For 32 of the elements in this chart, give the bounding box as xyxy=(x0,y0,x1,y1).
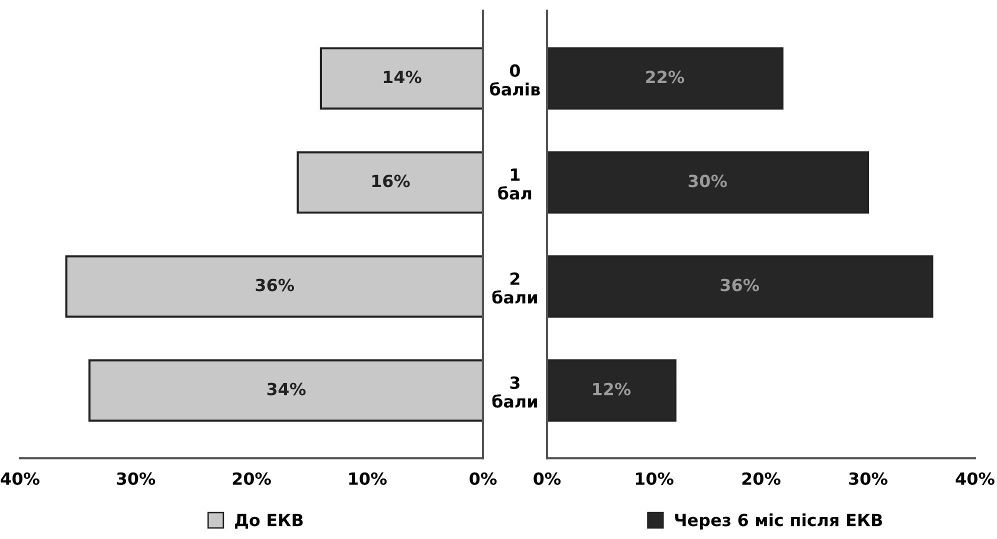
bar xyxy=(88,359,483,422)
bar xyxy=(547,359,676,422)
x-tick-label: 20% xyxy=(742,472,780,485)
x-tick-label: 10% xyxy=(636,472,674,485)
legend-label: До ЕКВ xyxy=(235,514,303,529)
data-label: 14% xyxy=(384,70,422,84)
data-label: 22% xyxy=(646,70,684,84)
bar xyxy=(65,255,483,318)
y-tick-label: 1 бал xyxy=(498,168,532,200)
data-label: 30% xyxy=(688,174,727,188)
y-tick-label: 0 балів xyxy=(490,64,540,96)
x-tick-label: 0% xyxy=(470,472,497,485)
data-label: 12% xyxy=(593,382,631,396)
y-tick-label: 3 бали xyxy=(492,376,537,408)
data-label: 36% xyxy=(256,278,294,292)
x-tick-label: 30% xyxy=(116,472,156,485)
bar xyxy=(296,151,483,214)
data-label: 16% xyxy=(372,174,410,188)
legend-label: Через 6 міс після ЕКВ xyxy=(675,513,882,530)
x-tick-label: 40% xyxy=(0,472,40,485)
bar xyxy=(547,255,934,318)
data-label: 34% xyxy=(267,382,306,396)
bar xyxy=(320,47,483,110)
bar xyxy=(547,47,784,110)
bar xyxy=(547,151,870,214)
x-tick-label: 0% xyxy=(534,472,561,485)
x-tick-label: 40% xyxy=(956,472,994,485)
x-tick-label: 20% xyxy=(232,472,271,485)
data-label: 36% xyxy=(720,278,760,292)
x-tick-label: 10% xyxy=(349,472,387,485)
x-tick-label: 30% xyxy=(849,472,888,485)
y-tick-label: 2 бали xyxy=(492,272,537,304)
